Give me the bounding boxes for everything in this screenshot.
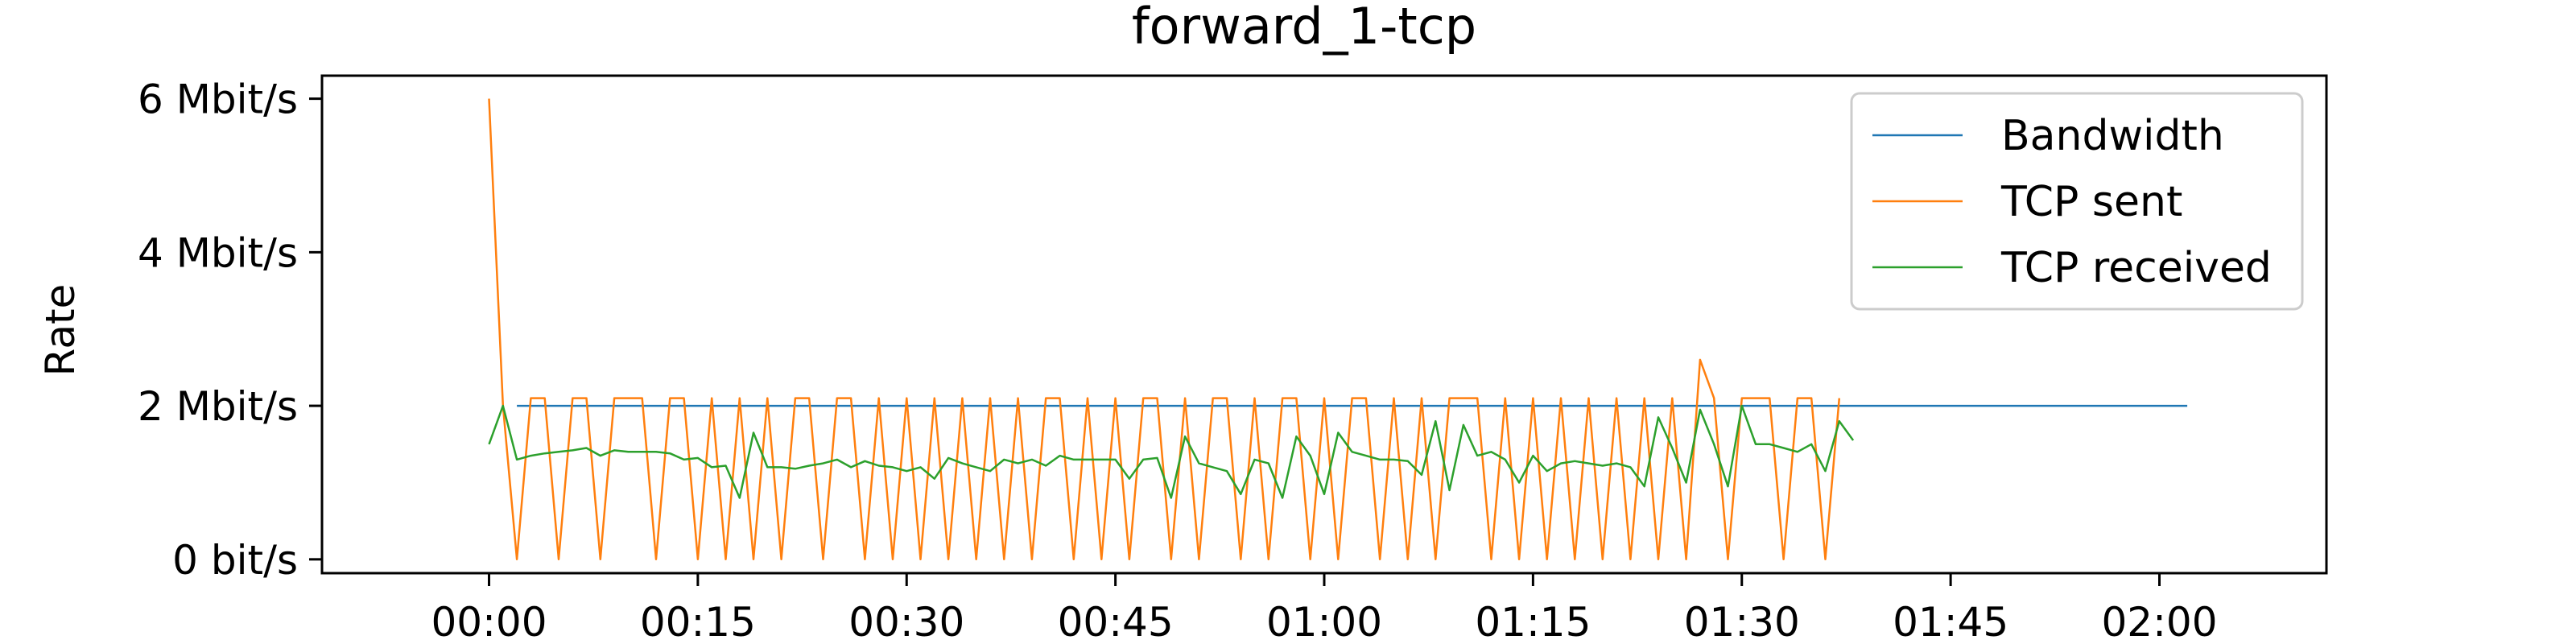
x-tick-label: 01:45 <box>1893 599 2008 644</box>
chart-title: forward_1-tcp <box>1132 0 1476 56</box>
x-tick-label: 00:15 <box>640 599 756 644</box>
x-tick-label: 02:00 <box>2101 599 2217 644</box>
x-tick-label: 00:00 <box>431 599 547 644</box>
y-tick-label: 0 bit/s <box>172 537 298 584</box>
series-line-tcp-received <box>488 404 1855 499</box>
x-tick-label: 00:30 <box>848 599 964 644</box>
series-line-tcp-sent <box>488 98 1841 561</box>
x-axis: 00:00 00:15 00:30 00:45 01:00 01:15 01:30 01:45… <box>431 573 2218 644</box>
y-tick-label: 2 Mbit/s <box>138 383 298 430</box>
x-tick-label: 01:15 <box>1475 599 1591 644</box>
y-tick-label: 6 Mbit/s <box>138 76 298 123</box>
y-axis-label: Rate <box>37 284 84 377</box>
legend-label: TCP received <box>2000 244 2272 292</box>
series-lines <box>488 98 2188 561</box>
x-tick-label: 01:00 <box>1266 599 1382 644</box>
x-tick-label: 01:30 <box>1684 599 1800 644</box>
legend-box <box>1850 92 2304 311</box>
legend-label: TCP sent <box>2000 178 2182 226</box>
x-tick-label: 00:45 <box>1058 599 1174 644</box>
legend: Bandwidth TCP sent TCP received <box>1850 92 2304 311</box>
y-tick-label: 4 Mbit/s <box>138 229 298 276</box>
y-axis: 0 bit/s 2 Mbit/s 4 Mbit/s 6 Mbit/s <box>138 76 322 584</box>
legend-label: Bandwidth <box>2001 112 2224 160</box>
